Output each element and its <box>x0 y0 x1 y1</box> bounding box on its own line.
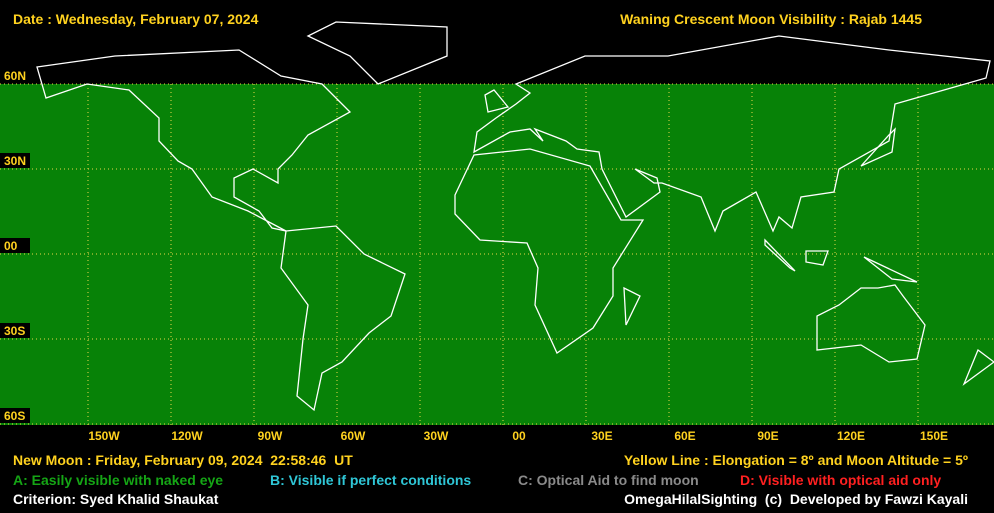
criterion: Criterion: Syed Khalid Shaukat <box>13 491 219 507</box>
lon-label: 120E <box>837 429 865 443</box>
lon-label: 60E <box>674 429 695 443</box>
lon-label: 00 <box>512 429 526 443</box>
australia <box>816 284 926 363</box>
lon-label: 90E <box>757 429 778 443</box>
lon-label: 30W <box>424 429 449 443</box>
new-zealand <box>962 348 994 386</box>
new-moon: New Moon : Friday, February 09, 2024 22:… <box>13 452 353 468</box>
lat-label: 30S <box>4 324 25 338</box>
lon-label: 60W <box>341 429 366 443</box>
legend-b: B: Visible if perfect conditions <box>270 472 471 488</box>
credit: OmegaHilalSighting (c) Developed by Fawz… <box>624 491 968 507</box>
legend-a: A: Easily visible with naked eye <box>13 472 223 488</box>
lat-label: 30N <box>4 154 26 168</box>
grid <box>0 83 994 425</box>
lat-label-box <box>0 323 30 338</box>
north-america <box>36 49 352 232</box>
lon-label: 120W <box>171 429 203 443</box>
sumatra <box>764 238 796 272</box>
date: Date : Wednesday, February 07, 2024 <box>13 11 259 27</box>
south-america <box>280 225 406 412</box>
lat-label-box <box>0 153 30 168</box>
eurasia <box>473 35 991 233</box>
coastlines <box>36 21 994 412</box>
lat-label: 60S <box>4 409 25 423</box>
title: Waning Crescent Moon Visibility : Rajab … <box>620 11 922 27</box>
new-guinea <box>863 256 918 283</box>
greenland <box>306 21 448 85</box>
borneo <box>805 250 829 266</box>
lat-label-box <box>0 408 30 423</box>
lat-label: 00 <box>4 239 18 253</box>
lon-label: 30E <box>591 429 612 443</box>
lat-label: 60N <box>4 69 26 83</box>
madagascar <box>623 286 641 326</box>
lat-label-box <box>0 68 30 83</box>
africa <box>454 148 645 354</box>
lon-label: 90W <box>258 429 283 443</box>
legend-c: C: Optical Aid to find moon <box>518 472 699 488</box>
britain <box>484 89 510 113</box>
legend-d: D: Visible with optical aid only <box>740 472 941 488</box>
lon-label: 150E <box>920 429 948 443</box>
lon-label: 150W <box>88 429 120 443</box>
lat-label-box <box>0 238 30 253</box>
japan <box>860 127 896 167</box>
yellow-line-note: Yellow Line : Elongation = 8º and Moon A… <box>624 452 968 468</box>
